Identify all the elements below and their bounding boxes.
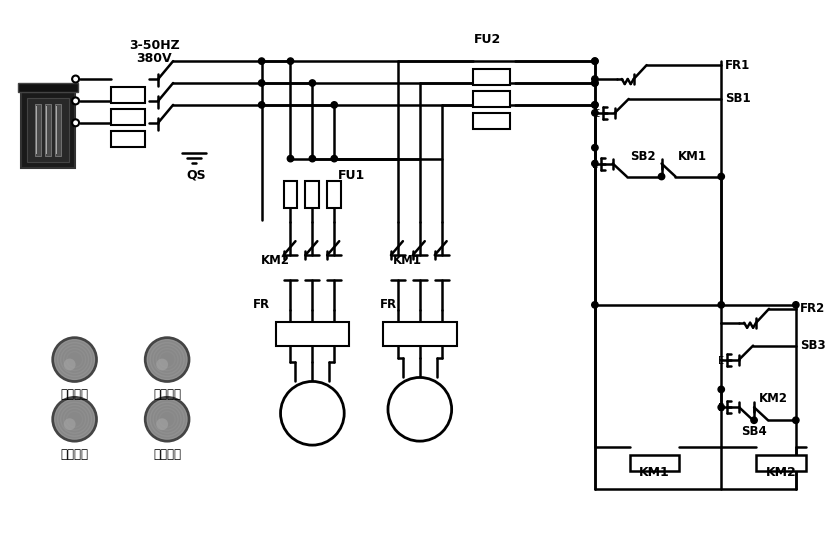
Circle shape <box>145 398 189 441</box>
Circle shape <box>145 338 189 382</box>
Circle shape <box>258 80 264 86</box>
Circle shape <box>72 97 79 105</box>
Text: KM2: KM2 <box>260 254 289 267</box>
Text: SB1: SB1 <box>724 92 750 106</box>
Text: QS: QS <box>185 168 205 181</box>
Text: KM1: KM1 <box>676 150 705 163</box>
Bar <box>111 87 145 103</box>
Circle shape <box>287 58 293 64</box>
Bar <box>755 455 805 471</box>
Text: E: E <box>717 356 724 366</box>
Text: SB3: SB3 <box>799 339 825 352</box>
Text: KM1: KM1 <box>638 467 669 479</box>
Circle shape <box>309 80 315 86</box>
Text: FR: FR <box>253 299 269 311</box>
Circle shape <box>792 302 798 308</box>
Bar <box>275 322 349 346</box>
Circle shape <box>657 173 664 180</box>
Text: FU1: FU1 <box>338 169 365 182</box>
Text: 油泵停止: 油泵停止 <box>153 388 181 401</box>
Circle shape <box>591 80 597 86</box>
Circle shape <box>388 378 451 441</box>
Text: 主轴启动: 主轴启动 <box>60 447 89 461</box>
Circle shape <box>591 58 597 64</box>
Text: FR1: FR1 <box>724 59 749 71</box>
Circle shape <box>750 417 756 424</box>
Text: KM2: KM2 <box>758 392 787 405</box>
Circle shape <box>717 386 724 393</box>
Text: FR2: FR2 <box>799 302 824 315</box>
Circle shape <box>280 382 344 445</box>
Bar <box>26 98 69 161</box>
Text: E: E <box>593 109 599 119</box>
Bar <box>327 180 341 208</box>
Circle shape <box>591 80 597 86</box>
Circle shape <box>330 155 337 162</box>
Circle shape <box>591 102 597 108</box>
Circle shape <box>792 417 798 424</box>
Circle shape <box>64 358 75 371</box>
Bar <box>55 106 57 154</box>
Bar <box>472 69 510 85</box>
Circle shape <box>591 302 597 308</box>
Bar <box>472 113 510 129</box>
Circle shape <box>64 418 75 430</box>
Text: FR: FR <box>379 299 397 311</box>
Circle shape <box>53 398 96 441</box>
Text: FU2: FU2 <box>474 33 500 46</box>
Bar <box>46 106 47 154</box>
Circle shape <box>72 76 79 82</box>
Text: 380V: 380V <box>137 51 171 65</box>
Circle shape <box>156 418 168 430</box>
Circle shape <box>591 109 597 116</box>
Text: 3-50HZ: 3-50HZ <box>128 39 180 52</box>
Circle shape <box>591 160 597 167</box>
Bar <box>111 131 145 147</box>
Bar <box>629 455 679 471</box>
Circle shape <box>156 358 168 371</box>
Bar <box>472 91 510 107</box>
Bar <box>383 322 456 346</box>
Text: SB4: SB4 <box>740 425 766 437</box>
Text: 主轴停止: 主轴停止 <box>153 447 181 461</box>
Circle shape <box>287 155 293 162</box>
Circle shape <box>258 58 264 64</box>
Circle shape <box>591 144 597 151</box>
Text: E: E <box>717 403 724 413</box>
Bar <box>305 180 319 208</box>
Bar <box>45 104 51 155</box>
Text: E: E <box>591 160 597 170</box>
Bar <box>55 104 60 155</box>
Bar <box>283 180 297 208</box>
Bar <box>35 104 41 155</box>
Circle shape <box>309 155 315 162</box>
Circle shape <box>53 338 96 382</box>
Circle shape <box>591 58 597 64</box>
Text: 油泵启动: 油泵启动 <box>60 388 89 401</box>
Circle shape <box>717 302 724 308</box>
Bar <box>111 109 145 125</box>
Text: KM1: KM1 <box>392 254 421 267</box>
Circle shape <box>717 404 724 410</box>
Circle shape <box>591 102 597 108</box>
Circle shape <box>258 102 264 108</box>
Circle shape <box>591 76 597 82</box>
Bar <box>36 106 37 154</box>
Circle shape <box>330 102 337 108</box>
Circle shape <box>717 173 724 180</box>
Text: SB2: SB2 <box>629 150 655 163</box>
Text: KM2: KM2 <box>764 467 796 479</box>
Bar <box>18 83 78 92</box>
Bar <box>21 92 75 168</box>
Circle shape <box>72 119 79 126</box>
